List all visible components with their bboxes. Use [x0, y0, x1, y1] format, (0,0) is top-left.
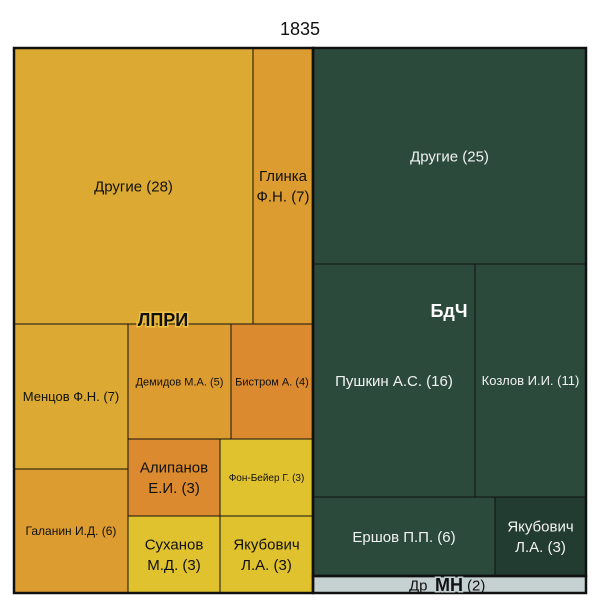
treemap-tile: [127, 515, 221, 594]
tile-label: Алипанов: [140, 460, 208, 477]
tile-label: Суханов: [145, 537, 204, 554]
treemap-tile: [13, 47, 254, 325]
group-outline: [311, 574, 588, 595]
treemap-tile: [219, 515, 314, 594]
treemap-labels: Другие (28) Глинка Ф.Н. (7) Менцов Ф.Н. (7)…: [23, 148, 580, 594]
tile-label: (2): [467, 578, 485, 595]
treemap-tile: [230, 323, 314, 440]
treemap-tile: [13, 468, 129, 594]
tile-label: Якубович: [233, 537, 299, 554]
tile-label: Менцов Ф.Н. (7): [23, 389, 119, 404]
treemap-tile: [219, 438, 314, 517]
tile-label: Л.А. (3): [241, 557, 292, 574]
tile-label: М.Д. (3): [147, 557, 201, 574]
treemap-tile: [312, 263, 476, 498]
tile-label: Ф.Н. (7): [256, 188, 309, 205]
treemap-tiles: [13, 47, 587, 594]
tile-label: Другие (28): [94, 178, 173, 195]
tile-label: Демидов М.А. (5): [136, 376, 224, 388]
treemap-tile: [312, 496, 496, 577]
group-label: МН: [435, 575, 463, 595]
chart-title: 1835: [280, 19, 320, 39]
tile-label: Галанин И.Д. (6): [26, 524, 117, 538]
treemap-tile: [13, 323, 129, 470]
treemap-group-labels: ЛПРИ БдЧ МН: [12, 46, 588, 597]
tile-label: Якубович: [507, 519, 573, 536]
treemap-tile: [127, 323, 232, 440]
tile-label: Бистром А. (4): [235, 376, 309, 388]
tile-label: Козлов И.И. (11): [482, 373, 580, 388]
treemap-tile: [312, 47, 587, 265]
treemap-tile: [494, 496, 587, 577]
tile-label: Фон-Бейер Г. (3): [229, 473, 305, 484]
tile-label: Ершов П.П. (6): [352, 529, 455, 546]
treemap-tile: [252, 47, 314, 325]
tile-label: Е.И. (3): [148, 480, 200, 497]
tile-label: Глинка: [259, 168, 308, 185]
treemap-tile: [127, 438, 221, 517]
group-label: ЛПРИ: [138, 310, 189, 330]
tile-label: Др: [409, 578, 428, 595]
tile-label: Пушкин А.С. (16): [335, 373, 453, 390]
tile-label: Л.А. (3): [515, 539, 566, 556]
group-label: БдЧ: [430, 301, 467, 321]
tile-label: Другие (25): [410, 148, 489, 165]
